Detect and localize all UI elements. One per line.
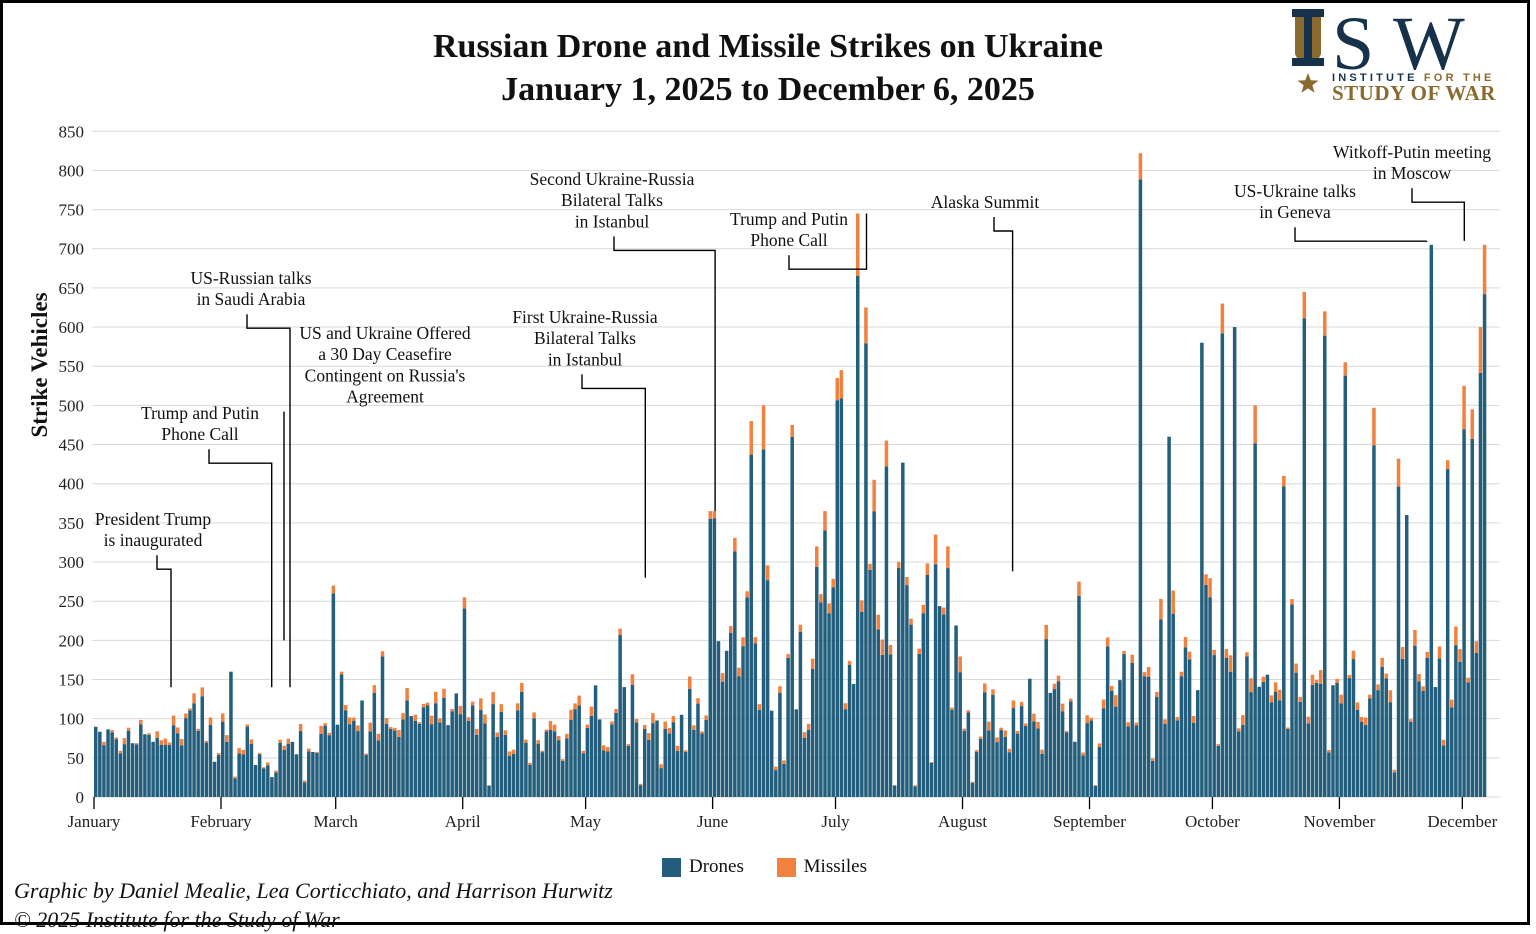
svg-text:850: 850: [59, 122, 85, 141]
svg-text:600: 600: [59, 318, 85, 337]
svg-text:Witkoff-Putin meeting: Witkoff-Putin meeting: [1333, 142, 1491, 162]
svg-text:in Moscow: in Moscow: [1373, 163, 1452, 183]
svg-text:Agreement: Agreement: [346, 387, 424, 407]
svg-text:May: May: [570, 812, 602, 831]
svg-text:400: 400: [59, 475, 85, 494]
svg-text:800: 800: [59, 161, 85, 180]
svg-text:August: August: [938, 812, 987, 831]
svg-text:US and Ukraine Offered: US and Ukraine Offered: [299, 323, 470, 343]
svg-text:Trump and Putin: Trump and Putin: [141, 403, 259, 423]
svg-text:March: March: [314, 812, 359, 831]
svg-text:350: 350: [59, 514, 85, 533]
svg-text:President Trump: President Trump: [95, 509, 211, 529]
svg-text:Contingent on Russia's: Contingent on Russia's: [305, 365, 466, 385]
svg-text:November: November: [1304, 812, 1376, 831]
svg-text:First Ukraine-Russia: First Ukraine-Russia: [512, 307, 658, 327]
svg-text:a 30 Day Ceasefire: a 30 Day Ceasefire: [318, 344, 452, 364]
svg-text:100: 100: [59, 710, 85, 729]
svg-text:750: 750: [59, 201, 85, 220]
svg-text:Phone Call: Phone Call: [750, 230, 827, 250]
svg-text:50: 50: [67, 749, 84, 768]
svg-text:February: February: [190, 812, 252, 831]
svg-text:500: 500: [59, 396, 85, 415]
svg-text:December: December: [1427, 812, 1497, 831]
svg-text:150: 150: [59, 671, 85, 690]
svg-text:Bilateral Talks: Bilateral Talks: [534, 328, 636, 348]
svg-text:450: 450: [59, 436, 85, 455]
svg-text:Phone Call: Phone Call: [161, 424, 238, 444]
svg-text:April: April: [445, 812, 481, 831]
svg-text:July: July: [821, 812, 850, 831]
svg-text:300: 300: [59, 553, 85, 572]
svg-text:Trump and Putin: Trump and Putin: [730, 209, 848, 229]
svg-text:200: 200: [59, 631, 85, 650]
svg-text:650: 650: [59, 279, 85, 298]
svg-text:September: September: [1053, 812, 1126, 831]
svg-text:Bilateral Talks: Bilateral Talks: [561, 190, 663, 210]
svg-text:Alaska Summit: Alaska Summit: [931, 192, 1040, 212]
svg-text:550: 550: [59, 357, 85, 376]
svg-text:US-Russian talks: US-Russian talks: [190, 268, 311, 288]
svg-text:is inaugurated: is inaugurated: [104, 530, 203, 550]
svg-text:in Geneva: in Geneva: [1259, 202, 1331, 222]
svg-text:700: 700: [59, 240, 85, 259]
svg-text:in Istanbul: in Istanbul: [575, 211, 650, 231]
svg-text:in Istanbul: in Istanbul: [548, 349, 623, 369]
svg-text:June: June: [697, 812, 728, 831]
svg-text:US-Ukraine talks: US-Ukraine talks: [1234, 181, 1356, 201]
svg-text:January: January: [68, 812, 121, 831]
svg-text:in Saudi Arabia: in Saudi Arabia: [197, 289, 306, 309]
svg-text:250: 250: [59, 592, 85, 611]
svg-text:0: 0: [76, 788, 85, 807]
svg-text:Second Ukraine-Russia: Second Ukraine-Russia: [530, 169, 695, 189]
svg-text:October: October: [1185, 812, 1240, 831]
